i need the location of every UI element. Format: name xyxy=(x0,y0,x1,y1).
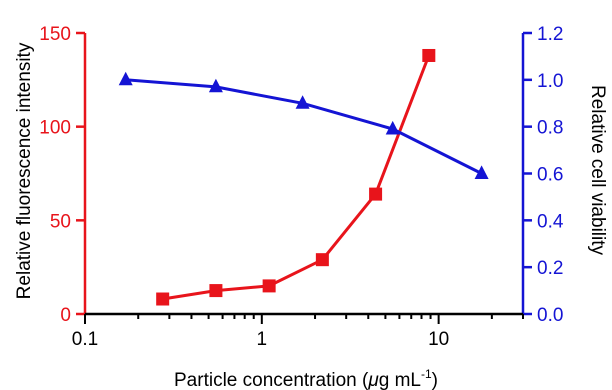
right-y-tick-label: 0.4 xyxy=(537,211,564,232)
series-1-line xyxy=(162,54,431,301)
right-y-tick-label: 0.6 xyxy=(537,165,563,186)
right-y-tick-label: 1.2 xyxy=(537,24,563,45)
right-y-tick-label: 0.8 xyxy=(537,118,563,139)
x-tick-label: 0.1 xyxy=(72,329,98,350)
series-2-point xyxy=(208,78,223,93)
series-1-point xyxy=(422,48,436,62)
left-y-tick-label: 150 xyxy=(39,24,71,45)
x-axis-title-mu: μ xyxy=(367,370,379,390)
x-axis: 0.1 1 10 xyxy=(72,312,524,350)
x-tick-label: 10 xyxy=(428,329,449,350)
right-y-tick-label: 0.0 xyxy=(537,305,563,326)
x-axis-title-close: ) xyxy=(432,370,438,390)
series-1-point xyxy=(315,253,329,267)
series-1-point xyxy=(209,284,223,298)
x-axis-title-main: Particle concentration ( xyxy=(174,370,369,390)
x-axis-title-unit: g mL xyxy=(379,370,421,390)
series-2-point xyxy=(295,95,310,109)
series-1-point xyxy=(369,187,383,201)
left-y-tick-label: 0 xyxy=(60,305,71,326)
right-y-axis-title: Relative cell viability xyxy=(587,85,608,256)
right-y-tick-label: 0.2 xyxy=(537,258,563,279)
series-2-point xyxy=(474,165,489,179)
left-y-axis-title: Relative fluorescence intensity xyxy=(14,42,35,299)
right-y-tick-label: 1.0 xyxy=(537,71,563,92)
x-axis-title: Particle concentration (μg mL-1) xyxy=(174,367,438,390)
left-y-axis: 0 50 100 150 xyxy=(39,24,87,326)
series-2-line xyxy=(125,78,483,175)
series-1-point xyxy=(262,279,276,293)
series-2-point xyxy=(385,120,400,135)
x-tick-label: 1 xyxy=(257,329,268,350)
left-y-tick-label: 100 xyxy=(39,118,71,139)
series-1-point xyxy=(156,292,170,306)
right-y-axis: 0.0 0.2 0.4 0.6 0.8 1.0 1.2 xyxy=(521,24,564,326)
series-2-point xyxy=(118,71,133,86)
series-layer xyxy=(118,48,489,306)
left-y-tick-label: 50 xyxy=(50,211,71,232)
x-axis-title-exponent: -1 xyxy=(421,367,432,381)
